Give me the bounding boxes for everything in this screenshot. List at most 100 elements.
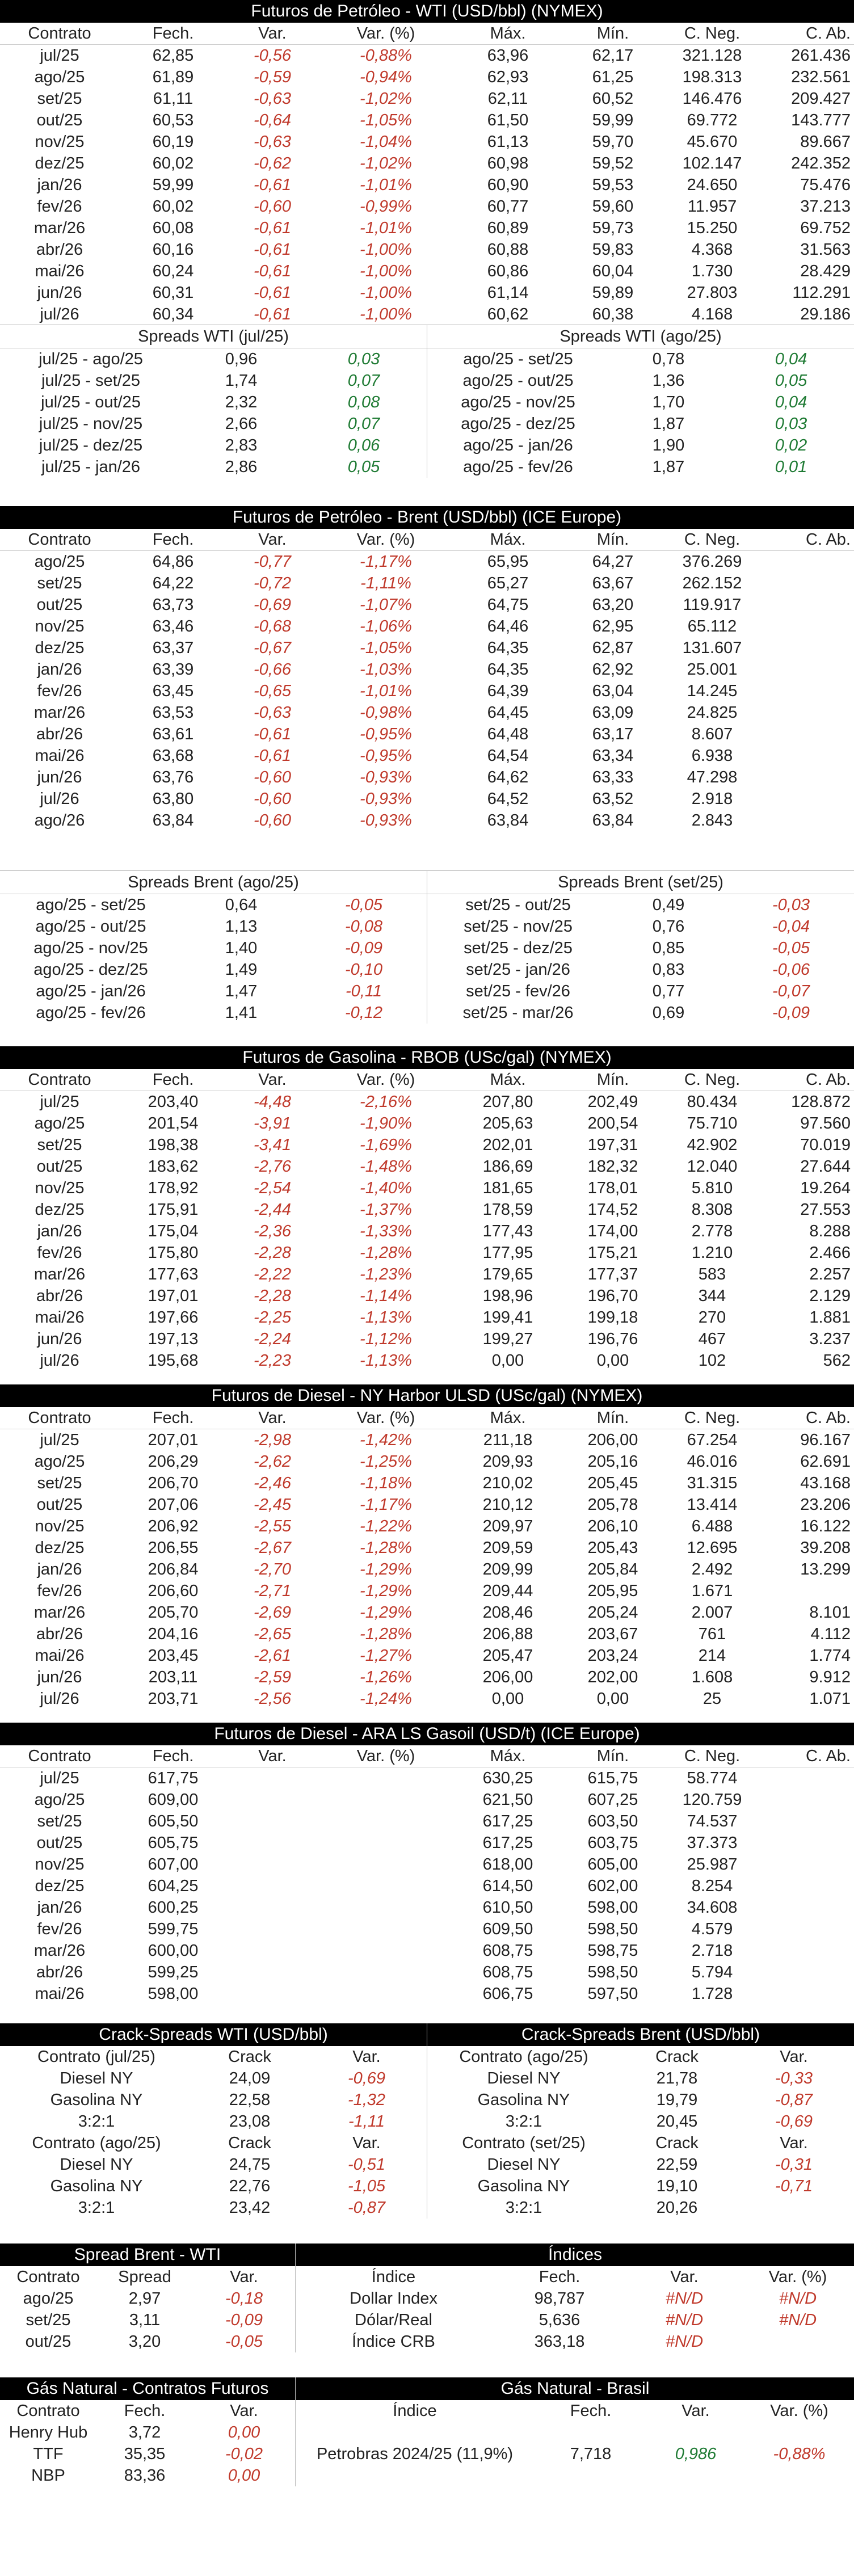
spread-row: ago/25 - fev/26 1,41 -0,12 bbox=[0, 1002, 427, 1024]
column-header: Var. bbox=[258, 1747, 287, 1765]
brent-spread-box: Spreads Brent (ago/25) ago/25 - set/25 0,6… bbox=[0, 870, 427, 1024]
table-cell: 143.777 bbox=[791, 111, 851, 129]
table-cell: 1.728 bbox=[691, 1985, 733, 2003]
table-cell: -2,16% bbox=[360, 1093, 412, 1111]
table-cell: -1,06% bbox=[360, 617, 412, 635]
spread-cell: 1,74 bbox=[225, 372, 258, 390]
table-cell: 62,11 bbox=[487, 90, 528, 108]
table-cell: 604,25 bbox=[148, 1877, 199, 1895]
spread-cell: 0,96 bbox=[225, 350, 258, 368]
table-row: ago/25 64,86 -0,77 -1,17% 65,95 64,27 376.269 bbox=[0, 551, 854, 573]
table-cell: 27.553 bbox=[800, 1201, 851, 1219]
table-cell bbox=[318, 1832, 454, 1854]
table-cell: 175,80 bbox=[148, 1244, 199, 1262]
table-cell: 63,67 bbox=[592, 574, 634, 592]
table-row: out/25 60,53 -0,64 -1,05% 61,50 59,99 69.772 14… bbox=[0, 110, 854, 131]
table-cell: 63,84 bbox=[592, 811, 634, 830]
table-cell: 63,52 bbox=[592, 790, 634, 808]
spread-row: set/25 - fev/26 0,77 -0,07 bbox=[427, 980, 854, 1002]
table-cell: jun/26 bbox=[37, 768, 82, 786]
table-cell: 29.186 bbox=[800, 305, 851, 323]
table-cell: -2,45 bbox=[253, 1496, 292, 1514]
table-cell: 63,17 bbox=[592, 725, 634, 743]
table-cell: -4,48 bbox=[253, 1093, 292, 1111]
table-cell: -0,60 bbox=[253, 197, 292, 216]
table-cell: 2.778 bbox=[691, 1222, 733, 1240]
indices-header: Índice Fech. Var. Var. (%) bbox=[296, 2266, 854, 2288]
spread-row: set/25 - out/25 0,49 -0,03 bbox=[427, 894, 854, 916]
table-row: jan/26 63,39 -0,66 -1,03% 64,35 62,92 25.001 bbox=[0, 659, 854, 680]
table-cell: 34.608 bbox=[687, 1899, 738, 1917]
table-cell: 60,04 bbox=[592, 262, 634, 280]
table-cell: 621,50 bbox=[482, 1791, 533, 1809]
table-cell: 60,77 bbox=[487, 197, 529, 216]
spread-row: set/25 - mar/26 0,69 -0,09 bbox=[427, 1002, 854, 1024]
table-cell: 209.427 bbox=[791, 90, 851, 108]
table-cell: 63,68 bbox=[152, 747, 194, 765]
crack-cell: 20,26 bbox=[656, 2199, 698, 2217]
indices-cell: Dollar Index bbox=[350, 2289, 437, 2308]
table-cell: -0,61 bbox=[253, 305, 292, 323]
table-cell: out/25 bbox=[36, 111, 83, 129]
table-cell: abr/26 bbox=[36, 241, 83, 259]
table-cell: -0,93% bbox=[360, 811, 412, 830]
table-cell: -0,66 bbox=[253, 660, 292, 679]
table-row: ago/25 609,00 621,50 607,25 120.759 bbox=[0, 1789, 854, 1811]
table-cell: 205,78 bbox=[587, 1496, 638, 1514]
column-header: Var. bbox=[258, 24, 287, 43]
table-cell: 605,50 bbox=[148, 1812, 199, 1830]
gas-brasil-header-cell: Índice bbox=[393, 2402, 437, 2420]
crack-cell: 20,45 bbox=[656, 2112, 698, 2131]
table-cell: 206,00 bbox=[482, 1668, 533, 1686]
table-row: out/25 63,73 -0,69 -1,07% 64,75 63,20 119.917 bbox=[0, 594, 854, 616]
table-cell: 198,38 bbox=[148, 1136, 199, 1154]
crack-header-cell: Contrato (ago/25) bbox=[459, 2048, 588, 2066]
table-cell: 199,27 bbox=[482, 1330, 533, 1348]
table-cell: 65,27 bbox=[487, 574, 529, 592]
table-row: nov/25 60,19 -0,63 -1,04% 61,13 59,70 45.670 89… bbox=[0, 131, 854, 153]
crack-header-cell: Contrato (set/25) bbox=[462, 2134, 586, 2152]
gas-futures-cell: 35,35 bbox=[124, 2445, 166, 2463]
table-cell: 13.414 bbox=[687, 1496, 738, 1514]
table-cell bbox=[227, 1940, 318, 1962]
column-header: Var. bbox=[258, 1071, 287, 1089]
table-cell: out/25 bbox=[36, 1157, 83, 1176]
table-cell: 61,89 bbox=[152, 68, 194, 86]
table-cell: 62,93 bbox=[487, 68, 529, 86]
spread-cell: -0,06 bbox=[772, 961, 810, 979]
column-header: Var. (%) bbox=[356, 1071, 415, 1089]
spread-row: ago/25 - dez/25 1,49 -0,10 bbox=[0, 959, 427, 980]
table-cell bbox=[760, 680, 854, 702]
spread-cell: set/25 - nov/25 bbox=[464, 917, 573, 936]
spread-cell: 2,86 bbox=[225, 458, 258, 476]
gas-futures-header-cell: Var. bbox=[230, 2402, 258, 2420]
table-cell: set/25 bbox=[37, 90, 82, 108]
table-cell: -2,25 bbox=[253, 1308, 292, 1327]
table-cell: 37.213 bbox=[800, 197, 851, 216]
indices-cell: #N/D bbox=[665, 2311, 704, 2329]
table-cell: dez/25 bbox=[35, 1877, 85, 1895]
table-cell: 209,99 bbox=[482, 1560, 533, 1579]
crack-group-header: Contrato (set/25) Crack Var. bbox=[427, 2132, 854, 2154]
table-cell: abr/26 bbox=[36, 725, 83, 743]
table-cell: 467 bbox=[698, 1330, 726, 1348]
table-cell: 97.560 bbox=[800, 1114, 851, 1133]
spread-bw-cell: ago/25 bbox=[23, 2289, 74, 2308]
table-cell: set/25 bbox=[37, 574, 82, 592]
table-cell: -0,60 bbox=[253, 790, 292, 808]
column-header: Mín. bbox=[596, 1071, 629, 1089]
table-cell: 608,75 bbox=[482, 1942, 533, 1960]
table-cell: 60,38 bbox=[592, 305, 634, 323]
column-header: Contrato bbox=[28, 1409, 91, 1427]
table-cell bbox=[760, 1962, 854, 1983]
gasoil-title: Futuros de Diesel - ARA LS Gasoil (USD/t… bbox=[0, 1723, 854, 1745]
table-cell: 205,24 bbox=[587, 1603, 638, 1622]
table-cell: -1,18% bbox=[360, 1474, 412, 1492]
diesel_ny-column-headers: Contrato Fech. Var. Var. (%) Máx. Mín. C. Neg.… bbox=[0, 1407, 854, 1429]
table-cell: 60,88 bbox=[487, 241, 529, 259]
table-cell: -1,13% bbox=[360, 1352, 412, 1370]
brent-spread-title: Spreads Brent (set/25) bbox=[427, 870, 854, 894]
table-row: fev/26 175,80 -2,28 -1,28% 177,95 175,21 1.210… bbox=[0, 1242, 854, 1264]
spread-cell: 1,41 bbox=[225, 1004, 258, 1022]
column-header: C. Neg. bbox=[684, 1409, 741, 1427]
